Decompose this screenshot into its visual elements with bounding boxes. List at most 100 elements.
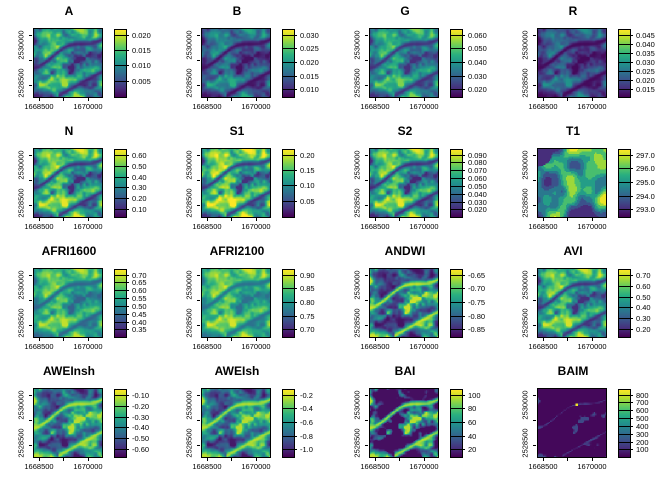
colorbar-tick-label: 0.50: [132, 161, 147, 171]
colorbar-tick-label: 0.025: [636, 67, 655, 77]
colorbar: [450, 149, 463, 218]
y-axis-tick: [365, 35, 368, 36]
map-panel: BAI 2530000 2528500 1668500 1670000 100 8…: [336, 360, 504, 480]
x-axis-label-left: 1668500: [192, 222, 222, 231]
x-axis-tick: [399, 98, 401, 101]
colorbar-tick: [618, 402, 633, 404]
colorbar: [450, 389, 463, 458]
colorbar-tick: [282, 89, 297, 91]
y-axis-label-bottom: 2528500: [520, 68, 530, 98]
x-axis-label-right: 1670000: [409, 222, 439, 231]
x-axis-label-right: 1670000: [409, 102, 439, 111]
raster-map: [33, 28, 103, 98]
colorbar: [282, 29, 295, 98]
colorbar-tick-label: 0.025: [300, 44, 319, 54]
colorbar-tick: [114, 34, 129, 36]
colorbar-tick-label: 0.050: [468, 181, 487, 191]
y-axis-label-top: 2530000: [184, 390, 194, 420]
x-axis-tick: [63, 458, 65, 461]
y-axis-tick: [533, 205, 536, 207]
colorbar-tick-label: -0.20: [132, 401, 150, 411]
y-axis-tick: [29, 300, 32, 302]
colorbar-tick-label: -0.50: [132, 434, 150, 444]
colorbar-tick-label: 60: [468, 418, 477, 427]
x-axis-tick: [38, 218, 40, 221]
colorbar-tick-label: 0.035: [636, 48, 655, 58]
x-axis-label-left: 1668500: [24, 222, 54, 231]
raster-map: [33, 148, 103, 218]
colorbar-tick: [618, 394, 633, 396]
colorbar-tick-label: 0.20: [132, 194, 147, 204]
panel-title: R: [568, 4, 578, 18]
colorbar-tick-label: -0.6: [300, 418, 313, 427]
x-axis-tick: [231, 458, 233, 461]
y-axis-tick: [533, 325, 536, 327]
x-axis-tick: [423, 458, 425, 461]
colorbar-tick: [114, 290, 129, 292]
x-axis-tick: [87, 98, 89, 101]
colorbar-tick: [450, 154, 465, 156]
colorbar-tick-label: 0.020: [300, 58, 319, 67]
colorbar-tick-label: 400: [636, 421, 649, 431]
colorbar-tick: [618, 52, 633, 54]
y-axis-tick: [365, 180, 368, 182]
colorbar-tick: [618, 425, 633, 427]
x-axis-label-left: 1668500: [360, 222, 390, 231]
colorbar-tick: [450, 185, 465, 187]
colorbar-tick-label: 0.85: [300, 284, 315, 294]
colorbar-tick: [618, 433, 633, 435]
colorbar-tick: [282, 62, 297, 63]
x-axis-tick: [399, 338, 401, 341]
y-axis-tick: [533, 300, 536, 302]
y-axis-label-bottom: 2528500: [184, 308, 194, 338]
colorbar-tick-label: 0.75: [300, 311, 315, 321]
colorbar-tick: [114, 176, 129, 178]
colorbar-tick: [450, 62, 465, 63]
y-axis-tick: [365, 155, 368, 156]
x-axis-tick: [591, 338, 593, 341]
map-panel: ANDWI 2530000 2528500 1668500 1670000 -0…: [336, 240, 504, 360]
y-axis-tick: [533, 445, 536, 447]
colorbar-tick: [282, 200, 297, 202]
colorbar-tick: [282, 302, 297, 303]
colorbar-tick: [114, 305, 129, 307]
y-axis-label-bottom: 2528500: [184, 188, 194, 218]
colorbar: [618, 149, 631, 218]
y-axis-tick: [365, 420, 368, 422]
x-axis-tick: [542, 458, 544, 461]
colorbar-tick-label: 295.0: [636, 178, 655, 187]
colorbar-tick: [618, 80, 633, 82]
x-axis-tick: [591, 98, 593, 101]
colorbar-tick-label: 100: [468, 390, 481, 400]
x-axis-label-left: 1668500: [192, 102, 222, 111]
colorbar-tick: [450, 315, 465, 317]
x-axis-label-right: 1670000: [577, 342, 607, 351]
x-axis-tick: [231, 218, 233, 221]
colorbar-tick: [282, 315, 297, 317]
colorbar-tick: [114, 154, 129, 156]
x-axis-label-right: 1670000: [73, 222, 103, 231]
colorbar-tick-label: 200: [636, 437, 649, 447]
colorbar-tick: [618, 410, 633, 412]
x-axis-tick: [591, 458, 593, 461]
colorbar-tick: [450, 178, 465, 180]
x-axis-tick: [567, 458, 569, 461]
raster-map: [369, 268, 439, 338]
colorbar-tick: [114, 329, 129, 331]
colorbar-tick: [282, 169, 297, 171]
colorbar-tick-label: 0.060: [468, 174, 487, 184]
y-axis-label-top: 2530000: [16, 150, 26, 180]
colorbar-tick-label: 0.70: [300, 325, 315, 335]
colorbar-tick-label: 0.30: [132, 183, 147, 193]
colorbar: [618, 29, 631, 98]
x-axis-label-right: 1670000: [241, 102, 271, 111]
colorbar: [618, 389, 631, 458]
colorbar-tick-label: 300: [636, 429, 649, 439]
map-panel: AFRI1600 2530000 2528500 1668500 1670000…: [0, 240, 168, 360]
colorbar-tick-label: 0.60: [636, 281, 651, 291]
colorbar-tick: [282, 274, 297, 276]
colorbar-tick-label: -0.75: [468, 298, 486, 307]
y-axis-label-bottom: 2528500: [352, 308, 362, 338]
colorbar-tick-label: 0.60: [132, 286, 147, 296]
y-axis-tick: [197, 205, 200, 207]
